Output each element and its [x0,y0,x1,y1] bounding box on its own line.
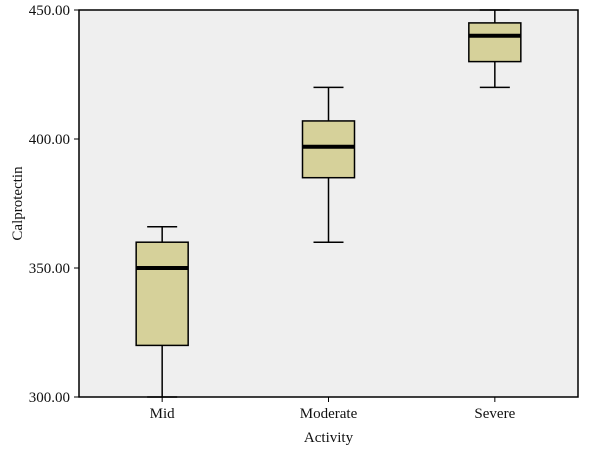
x-tick-label: Mid [150,406,176,422]
y-tick-label: 300.00 [29,390,70,406]
box-iqr [468,22,522,63]
y-axis-label: Calprotectin [10,166,26,241]
y-tick-label: 350.00 [29,261,70,277]
x-tick-label: Moderate [300,406,358,422]
x-axis-label: Activity [304,430,354,446]
box-severe [468,9,522,89]
y-tick-label: 400.00 [29,132,70,148]
y-axis-ticks: 300.00 350.00 400.00 450.00 [29,3,79,406]
box-iqr [135,241,189,347]
box-mid [135,225,189,398]
y-tick-label: 450.00 [29,3,70,19]
x-axis-ticks: Mid Moderate Severe [150,397,516,422]
box-iqr [301,120,356,179]
x-tick-label: Severe [474,406,515,422]
box-series [135,9,522,398]
box-moderate [301,86,356,243]
